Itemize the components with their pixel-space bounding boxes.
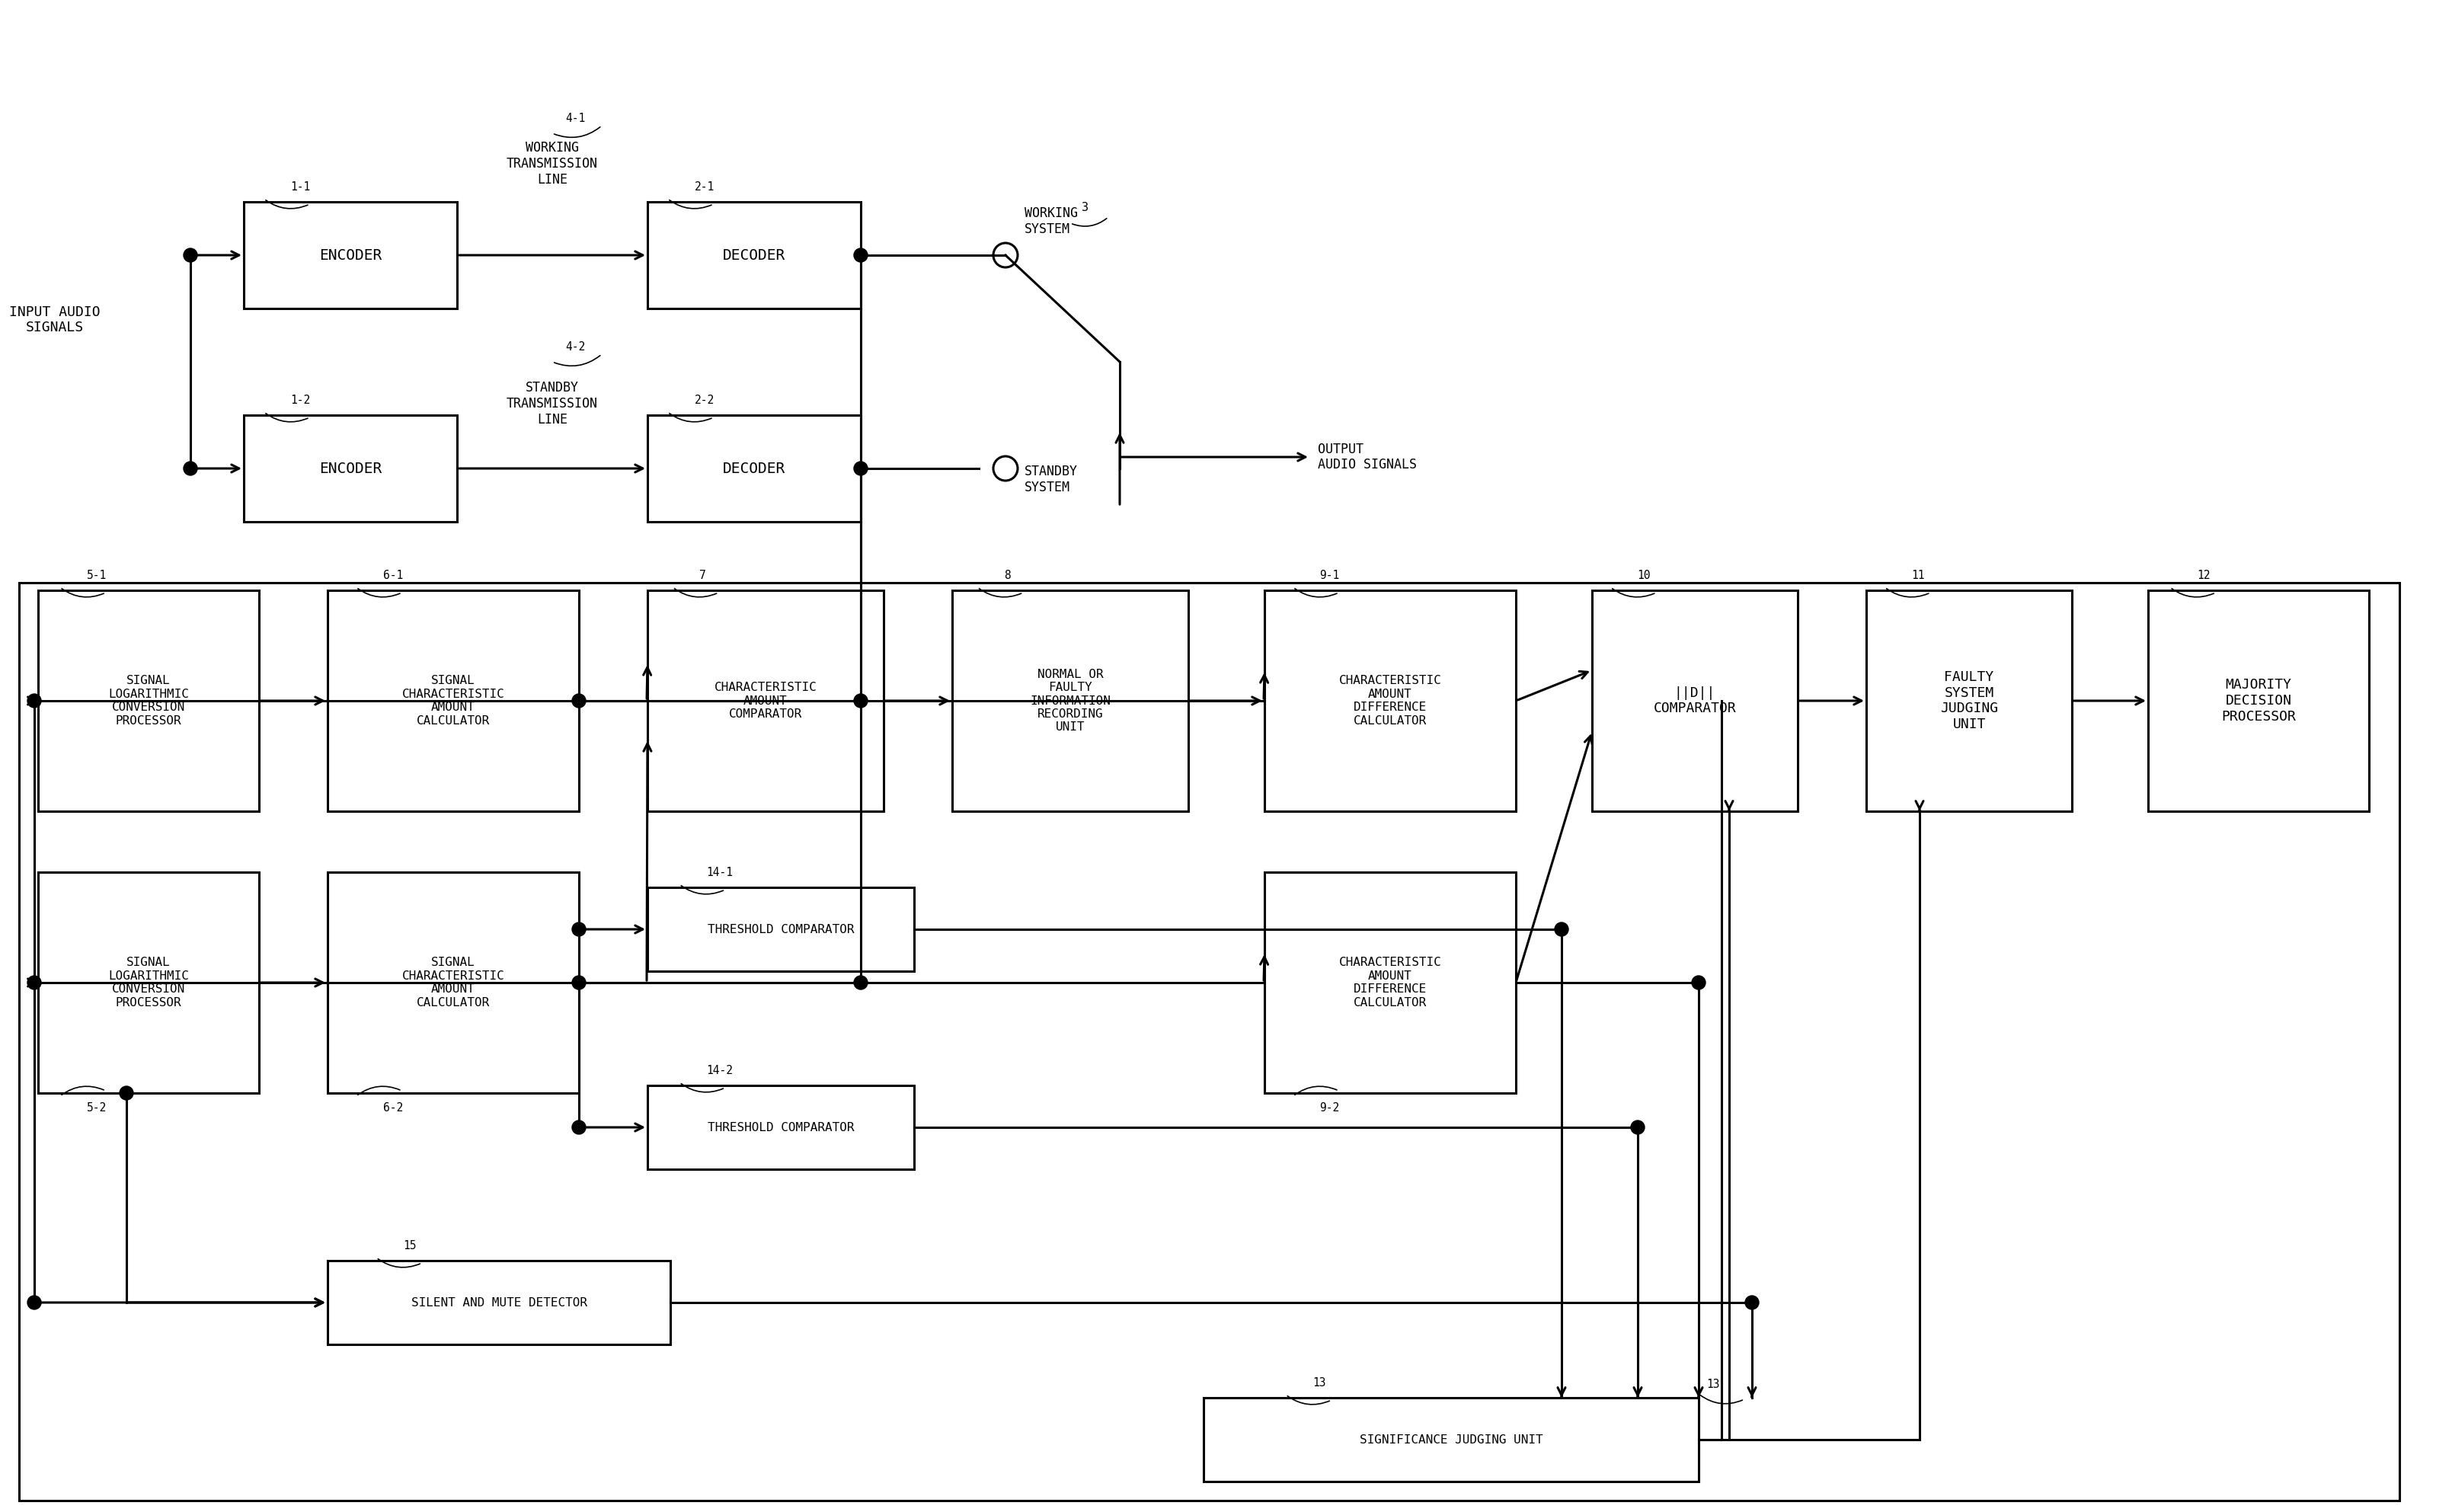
Text: SIGNAL
LOGARITHMIC
CONVERSION
PROCESSOR: SIGNAL LOGARITHMIC CONVERSION PROCESSOR [108,676,189,726]
Text: 1-2: 1-2 [292,395,311,407]
Text: THRESHOLD COMPARATOR: THRESHOLD COMPARATOR [709,924,853,934]
Text: STANDBY
SYSTEM: STANDBY SYSTEM [1025,464,1079,494]
Text: 13: 13 [1707,1379,1719,1390]
Text: DECODER: DECODER [723,461,785,476]
Bar [1866,590,2072,812]
Text: 15: 15 [402,1240,417,1252]
Bar [1204,1397,1699,1482]
Text: 11: 11 [1913,570,1925,581]
Bar [647,888,915,971]
Text: SIGNIFICANCE JUDGING UNIT: SIGNIFICANCE JUDGING UNIT [1358,1433,1542,1445]
Text: ENCODER: ENCODER [319,248,383,263]
Text: 6-2: 6-2 [383,1102,402,1114]
Text: 13: 13 [1312,1377,1327,1388]
Text: INPUT AUDIO
SIGNALS: INPUT AUDIO SIGNALS [10,305,101,334]
Text: SIGNAL
CHARACTERISTIC
AMOUNT
CALCULATOR: SIGNAL CHARACTERISTIC AMOUNT CALCULATOR [402,957,505,1009]
Text: 9-1: 9-1 [1319,570,1339,581]
Text: 5-1: 5-1 [86,570,108,581]
Text: 2-1: 2-1 [694,181,714,192]
Bar [647,416,861,522]
Circle shape [571,694,586,708]
Bar [329,1261,669,1344]
Text: WORKING
SYSTEM: WORKING SYSTEM [1025,207,1079,236]
Circle shape [27,694,42,708]
Circle shape [571,922,586,936]
Text: THRESHOLD COMPARATOR: THRESHOLD COMPARATOR [709,1122,853,1132]
Circle shape [1555,922,1569,936]
Bar [243,416,456,522]
Text: CHARACTERISTIC
AMOUNT
DIFFERENCE
CALCULATOR: CHARACTERISTIC AMOUNT DIFFERENCE CALCULA… [1339,957,1442,1009]
Circle shape [853,461,868,475]
Text: CHARACTERISTIC
AMOUNT
COMPARATOR: CHARACTERISTIC AMOUNT COMPARATOR [714,682,817,720]
Bar [647,203,861,308]
Bar [39,872,260,1093]
Text: DECODER: DECODER [723,248,785,263]
Circle shape [1631,1120,1645,1134]
Text: MAJORITY
DECISION
PROCESSOR: MAJORITY DECISION PROCESSOR [2222,677,2295,723]
Circle shape [1746,1296,1758,1309]
Circle shape [27,1296,42,1309]
Bar [243,203,456,308]
Circle shape [120,1086,132,1099]
Text: WORKING
TRANSMISSION
LINE: WORKING TRANSMISSION LINE [508,141,598,186]
Circle shape [853,694,868,708]
Circle shape [27,975,42,989]
Text: OUTPUT
AUDIO SIGNALS: OUTPUT AUDIO SIGNALS [1317,442,1417,472]
Text: 5-2: 5-2 [86,1102,108,1114]
Text: CHARACTERISTIC
AMOUNT
DIFFERENCE
CALCULATOR: CHARACTERISTIC AMOUNT DIFFERENCE CALCULA… [1339,676,1442,726]
Text: ||D||
COMPARATOR: ||D|| COMPARATOR [1653,686,1736,715]
Text: NORMAL OR
FAULTY
INFORMATION
RECORDING
UNIT: NORMAL OR FAULTY INFORMATION RECORDING U… [1030,668,1111,733]
Text: ENCODER: ENCODER [319,461,383,476]
Bar [1265,590,1515,812]
Text: 14-1: 14-1 [706,866,733,878]
Circle shape [571,975,586,989]
Text: SILENT AND MUTE DETECTOR: SILENT AND MUTE DETECTOR [412,1297,586,1308]
Text: SIGNAL
LOGARITHMIC
CONVERSION
PROCESSOR: SIGNAL LOGARITHMIC CONVERSION PROCESSOR [108,957,189,1009]
Text: 7: 7 [699,570,706,581]
Bar [951,590,1189,812]
Text: 1-1: 1-1 [292,181,311,192]
Bar [329,590,579,812]
Text: 6-1: 6-1 [383,570,402,581]
Bar [647,590,883,812]
Text: 4-1: 4-1 [564,113,586,124]
Bar [39,590,260,812]
Bar [1265,872,1515,1093]
Bar [647,1086,915,1169]
Text: STANDBY
TRANSMISSION
LINE: STANDBY TRANSMISSION LINE [508,381,598,426]
Text: SIGNAL
CHARACTERISTIC
AMOUNT
CALCULATOR: SIGNAL CHARACTERISTIC AMOUNT CALCULATOR [402,676,505,726]
Text: 14-2: 14-2 [706,1064,733,1077]
Text: 3: 3 [1081,203,1089,213]
Circle shape [184,248,196,262]
Bar [2148,590,2369,812]
Text: 4-2: 4-2 [564,342,586,352]
Text: 10: 10 [1638,570,1650,581]
Text: 8: 8 [1005,570,1010,581]
Bar [20,582,2401,1500]
Circle shape [853,975,868,989]
Text: 2-2: 2-2 [694,395,714,407]
Circle shape [571,1120,586,1134]
Circle shape [853,248,868,262]
Circle shape [1692,975,1707,989]
Text: 12: 12 [2197,570,2209,581]
Bar [329,872,579,1093]
Text: 9-2: 9-2 [1319,1102,1339,1114]
Circle shape [184,461,196,475]
Bar [1591,590,1797,812]
Text: FAULTY
SYSTEM
JUDGING
UNIT: FAULTY SYSTEM JUDGING UNIT [1940,670,1998,732]
